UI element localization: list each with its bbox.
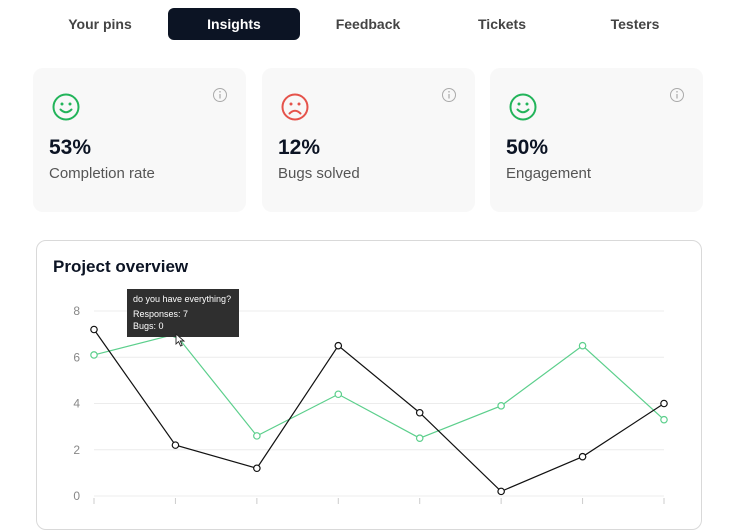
mouse-pointer-icon (175, 333, 186, 347)
data-point (415, 434, 424, 442)
tab-insights[interactable]: Insights (168, 8, 300, 40)
data-point (497, 402, 505, 410)
completion-rate-label: Completion rate (49, 165, 155, 182)
data-point (90, 351, 98, 359)
info-icon[interactable] (212, 87, 228, 103)
line-chart: 0 2 4 6 8 (73, 304, 668, 504)
data-point (253, 464, 261, 473)
series-line (93, 329, 665, 493)
smile-icon (52, 93, 80, 121)
data-point (578, 341, 587, 350)
smile-icon (509, 93, 537, 121)
tab-your-pins[interactable]: Your pins (68, 16, 132, 32)
data-point (497, 487, 505, 496)
y-tick-label: 2 (73, 443, 80, 457)
tooltip-bugs: Bugs: 0 (133, 321, 164, 331)
data-point (334, 390, 343, 399)
stat-card-completion: 53% Completion rate (33, 68, 246, 212)
y-tick-label: 6 (73, 350, 80, 364)
stat-card-bugs: 12% Bugs solved (262, 68, 475, 212)
info-icon[interactable] (669, 87, 685, 103)
frown-icon (281, 93, 309, 121)
data-point (90, 325, 98, 334)
tab-feedback[interactable]: Feedback (335, 16, 401, 32)
panel-title: Project overview (53, 257, 189, 276)
chart-tooltip: do you have everything? Responses: 7 Bug… (127, 289, 239, 337)
data-point (415, 408, 424, 417)
tab-bar: Your pins Insights Feedback Tickets Test… (34, 8, 702, 40)
data-point (334, 341, 343, 350)
y-tick-label: 0 (73, 489, 80, 503)
data-point (171, 441, 180, 449)
tooltip-title: do you have everything? (133, 294, 232, 304)
project-overview-panel: Project overview (36, 240, 702, 530)
bugs-solved-value: 12% (278, 136, 321, 159)
tooltip-responses: Responses: 7 (133, 308, 189, 319)
bugs-solved-label: Bugs solved (278, 165, 360, 182)
series-line (93, 333, 665, 439)
engagement-value: 50% (506, 136, 549, 159)
tab-tickets[interactable]: Tickets (478, 16, 526, 32)
data-point (578, 452, 587, 461)
data-point (253, 432, 261, 440)
data-point (660, 415, 668, 424)
stat-card-engagement: 50% Engagement (490, 68, 703, 212)
engagement-label: Engagement (506, 165, 592, 182)
y-tick-label: 8 (73, 304, 80, 318)
y-tick-label: 4 (73, 397, 80, 411)
completion-rate-value: 53% (49, 136, 92, 159)
data-point (660, 399, 668, 408)
info-icon[interactable] (441, 87, 457, 103)
tab-testers[interactable]: Testers (610, 16, 660, 32)
